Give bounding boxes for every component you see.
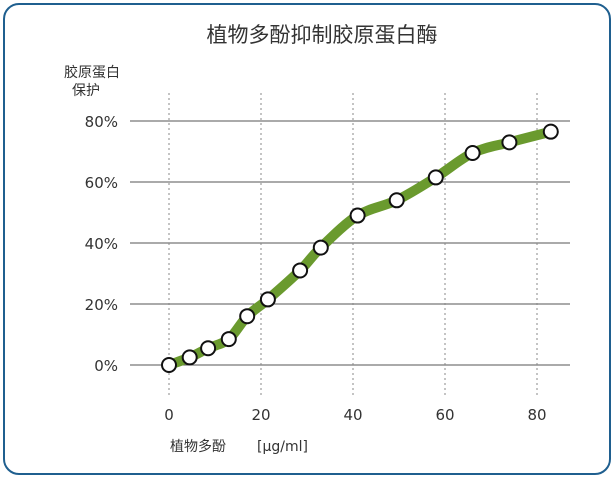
data-point <box>200 340 217 357</box>
y-tick-label: 40% <box>85 235 118 253</box>
y-axis-label-line-1: 胶原蛋白 <box>64 64 120 81</box>
tick-labels: 0% 20% 40% 60% 80% 0 20 40 60 80 <box>85 113 547 424</box>
data-point <box>220 331 237 348</box>
data-point <box>542 123 559 140</box>
chart-frame <box>3 3 611 475</box>
series-line <box>164 126 556 370</box>
x-tick-label: 80 <box>527 406 546 424</box>
data-point <box>464 145 481 162</box>
data-point <box>292 262 309 279</box>
y-tick-label: 0% <box>94 357 118 375</box>
grid <box>130 93 570 396</box>
data-point <box>239 308 256 325</box>
chart-title: 植物多酚抑制胶原蛋白酶 <box>207 23 438 47</box>
x-axis-label: 植物多酚 <box>170 438 226 455</box>
data-point <box>349 207 366 224</box>
data-point <box>312 239 329 256</box>
x-tick-label: 40 <box>343 406 362 424</box>
y-axis-label-line-2: 保护 <box>72 83 100 99</box>
data-point <box>427 169 444 186</box>
data-point <box>259 291 276 308</box>
x-tick-label: 0 <box>164 406 174 424</box>
x-axis-unit: [µg/ml] <box>257 439 308 455</box>
x-tick-label: 20 <box>251 406 270 424</box>
data-point <box>181 349 198 366</box>
data-point <box>501 134 518 151</box>
data-point <box>161 357 177 373</box>
x-tick-label: 60 <box>435 406 454 424</box>
data-point <box>388 192 405 209</box>
y-tick-label: 60% <box>85 174 118 192</box>
series <box>161 123 559 373</box>
y-tick-label: 20% <box>85 296 118 314</box>
y-tick-label: 80% <box>85 113 118 131</box>
